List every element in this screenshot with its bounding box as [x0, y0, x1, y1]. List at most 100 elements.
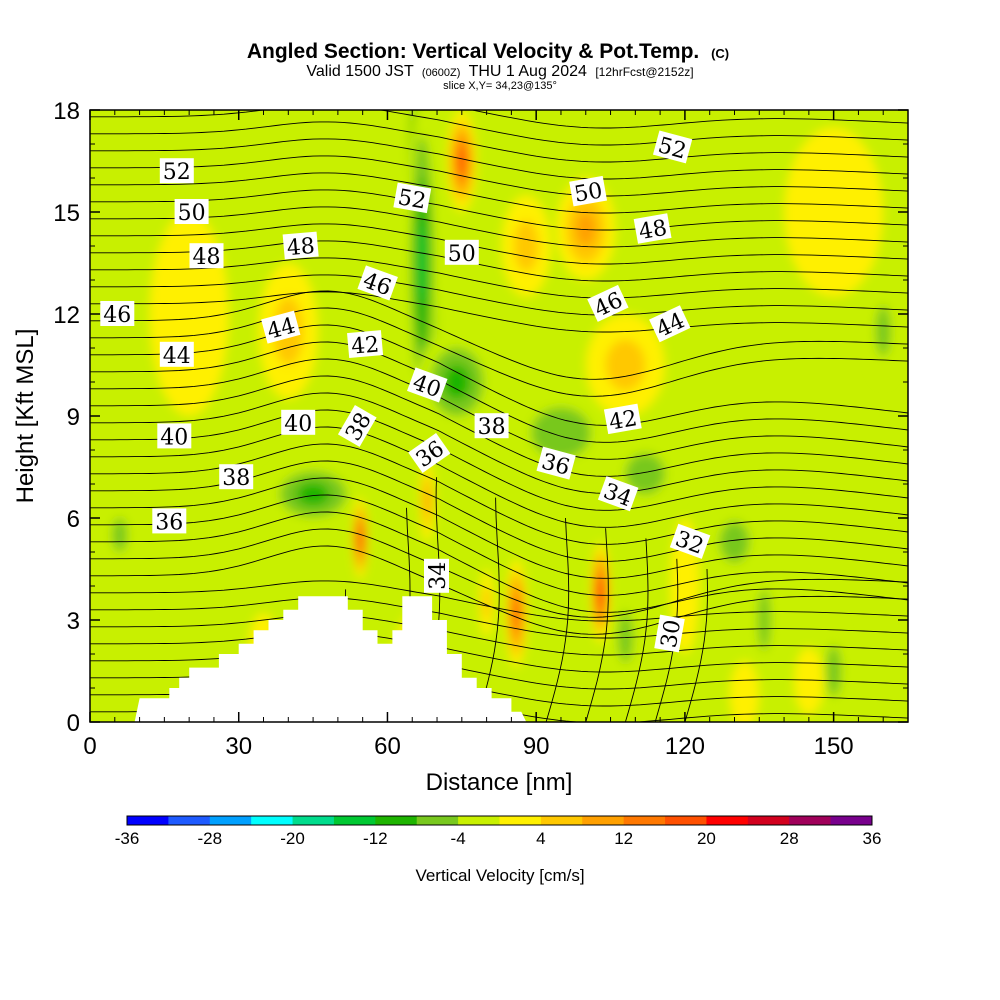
isentrope-line: [90, 392, 908, 494]
isentrope-line: [90, 121, 908, 163]
colorbar-swatch: [127, 816, 169, 825]
isentrope-line: [90, 324, 908, 426]
y-tick-label: 9: [67, 404, 80, 431]
colorbar-swatch: [747, 816, 790, 825]
colorbar-tick-label: 4: [536, 829, 545, 848]
chart-title: Angled Section: Vertical Velocity & Pot.…: [247, 40, 729, 92]
contour-label: 50: [174, 199, 209, 226]
contour-label: 30: [654, 614, 686, 653]
x-tick-label: 60: [374, 733, 401, 760]
velocity-cell-22-level-5: [514, 602, 519, 625]
contour-label-box: [652, 130, 693, 164]
contour-label: 44: [159, 341, 194, 369]
contour-label-text: 42: [607, 406, 639, 435]
contour-label-box: [654, 614, 685, 653]
x-axis: 0 30 60 90 120 150: [83, 110, 884, 760]
contour-label-box: [536, 446, 576, 480]
contour-label-box: [219, 464, 254, 490]
title-forecast: [12hrFcst@2152z]: [595, 65, 693, 79]
contour-label: 34: [424, 558, 451, 593]
contour-label-box: [347, 330, 384, 359]
velocity-cell-12-level-2: [875, 305, 891, 357]
velocity-cell-14-level-3: [575, 212, 596, 246]
isentrope-line: [469, 110, 908, 129]
colorbar-tick-label: 20: [697, 829, 716, 848]
contour-label: 36: [152, 508, 187, 535]
contour-label-box: [337, 404, 377, 447]
y-tick-label: 12: [53, 302, 80, 329]
velocity-cell-6-level-3: [296, 482, 330, 506]
contour-label-text: 30: [657, 618, 686, 650]
velocity-cell-3-level-3: [443, 365, 471, 399]
contour-label-box: [603, 403, 642, 435]
colorbar-tick-label: 36: [863, 829, 882, 848]
contour-label: 42: [603, 403, 642, 436]
colorbar-swatch: [168, 816, 211, 825]
colorbar-tick-label: -12: [363, 829, 388, 848]
x-tick-label: 120: [665, 733, 705, 760]
contour-label-box: [100, 301, 135, 326]
terrain: [134, 596, 527, 722]
contour-label-text: 38: [222, 466, 250, 491]
title-valid: Valid 1500 JST: [306, 63, 414, 80]
contour-label-box: [282, 231, 319, 260]
contour-label: 50: [569, 175, 608, 208]
velocity-cell-5-level-2: [625, 453, 666, 495]
colorbar-swatch: [458, 816, 500, 825]
contour-label-box: [569, 175, 608, 207]
contour-label: 52: [393, 182, 432, 215]
isentrope-line: [90, 172, 908, 214]
velocity-cell-20-level-6: [358, 531, 362, 546]
colorbar-tick-label: 28: [780, 829, 799, 848]
colorbar-swatch: [292, 816, 335, 825]
y-axis-label: Height [Kft MSL]: [12, 329, 39, 504]
contour-label-box: [408, 433, 451, 473]
contour-label-box: [157, 423, 192, 449]
isentrope-line: [90, 291, 908, 333]
contour-label-box: [444, 239, 479, 265]
isentrope-line: [90, 631, 908, 673]
velocity-cell-10-level-2: [826, 645, 842, 697]
contour-label: 46: [100, 301, 135, 328]
velocity-cell-29-level-1: [793, 647, 824, 716]
isentrope-line: [90, 138, 908, 180]
contour-label-box: [633, 213, 672, 244]
contour-label: 52: [652, 130, 693, 165]
contour-label-box: [261, 310, 301, 344]
y-tick-label: 3: [67, 608, 80, 635]
isentrope-line: [585, 528, 609, 722]
title-main: Angled Section: Vertical Velocity & Pot.…: [247, 40, 699, 63]
x-tick-label: 30: [225, 733, 252, 760]
colorbar-swatch: [665, 816, 707, 825]
isentrope-line: [90, 290, 908, 380]
contour-label-box: [407, 367, 448, 403]
colorbar-tick-label: -36: [115, 829, 140, 848]
contour-label-box: [649, 305, 691, 343]
isentrope-line: [90, 206, 908, 248]
contour-label: 40: [157, 423, 192, 450]
velocity-cell-28-level-1: [729, 660, 760, 722]
contour-label-text: 36: [155, 510, 183, 535]
title-date: THU 1 Aug 2024: [469, 63, 587, 80]
isentrope-line: [90, 426, 908, 528]
colorbar-swatch: [623, 816, 666, 825]
isentrope-line: [476, 497, 500, 722]
contour-label-text: 38: [478, 415, 506, 440]
y-tick-label: 6: [67, 506, 80, 533]
velocity-cell-17-level-2: [605, 339, 646, 391]
isentrope-line: [624, 538, 649, 722]
colorbar-swatch: [540, 816, 583, 825]
contour-label: 38: [219, 464, 254, 491]
contour-label: 42: [347, 330, 384, 360]
y-tick-label: 18: [53, 98, 80, 125]
colorbar-swatch: [416, 816, 459, 825]
contour-label: 48: [282, 231, 319, 261]
x-tick-label: 90: [523, 733, 550, 760]
contour-label-text: 48: [286, 234, 316, 261]
contour-label: 52: [159, 158, 194, 185]
velocity-cell-24-level-2: [482, 586, 491, 620]
y-tick-label: 15: [53, 200, 80, 227]
velocity-cell-23-level-6: [598, 584, 603, 602]
